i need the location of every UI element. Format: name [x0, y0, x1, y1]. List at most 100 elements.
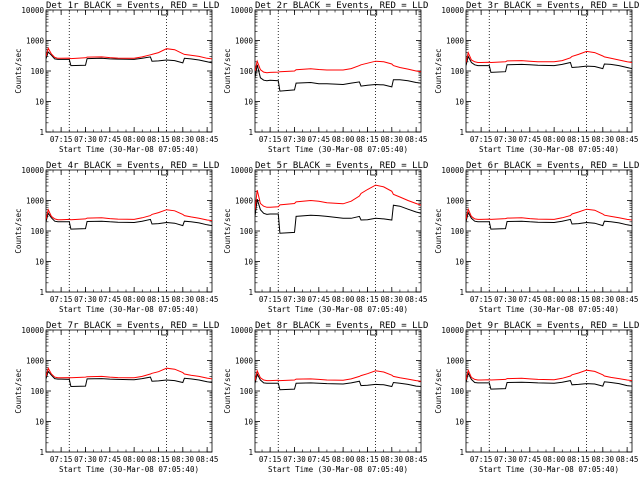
- y-tick-label: 1: [459, 448, 464, 457]
- y-tick-label: 1: [248, 128, 253, 137]
- top-marker-box: [161, 169, 169, 176]
- x-tick-label: 08:15: [567, 295, 590, 304]
- x-tick-label: 07:45: [519, 295, 542, 304]
- x-tick-label: 08:45: [196, 135, 219, 144]
- x-axis-label: Start Time (30-Mar-08 07:05:40): [268, 145, 408, 154]
- x-tick-label: 07:15: [50, 135, 73, 144]
- y-tick-label: 1000: [235, 357, 254, 366]
- x-tick-label: 07:15: [259, 295, 282, 304]
- x-tick-label: 08:00: [123, 455, 146, 464]
- event-rate-line: [466, 54, 632, 73]
- y-tick-label: 10: [35, 98, 45, 107]
- y-tick-label: 1: [248, 448, 253, 457]
- y-tick-label: 1000: [446, 357, 465, 366]
- x-axis-label: Start Time (30-Mar-08 07:05:40): [59, 145, 199, 154]
- x-tick-label: 08:45: [405, 135, 428, 144]
- y-axis-label: Counts/sec: [223, 48, 232, 93]
- x-tick-label: 08:15: [147, 295, 170, 304]
- panel-title: Det 8r BLACK = Events, RED = LLD: [255, 321, 428, 331]
- y-tick-label: 1000: [26, 357, 45, 366]
- panel-9: Det 9r BLACK = Events, RED = LLD 1 10 100 10…: [434, 321, 639, 474]
- y-tick-label: 10: [455, 258, 465, 267]
- y-tick-label: 1000: [26, 197, 45, 206]
- panel-title: Det 6r BLACK = Events, RED = LLD: [466, 161, 639, 171]
- y-tick-label: 100: [239, 67, 253, 76]
- y-tick-label: 10000: [441, 166, 464, 175]
- x-tick-label: 08:00: [332, 295, 355, 304]
- event-rate-line: [466, 211, 632, 230]
- lld-rate-line: [46, 46, 212, 60]
- y-tick-label: 100: [30, 387, 44, 396]
- x-tick-label: 08:45: [405, 295, 428, 304]
- x-axis-label: Start Time (30-Mar-08 07:05:40): [268, 305, 408, 314]
- event-rate-line: [46, 51, 212, 67]
- x-tick-label: 08:30: [592, 295, 615, 304]
- x-tick-label: 07:45: [99, 455, 122, 464]
- lld-rate-line: [466, 50, 632, 64]
- x-tick-label: 08:15: [356, 135, 379, 144]
- x-tick-label: 07:45: [519, 135, 542, 144]
- x-tick-label: 08:15: [147, 455, 170, 464]
- y-axis-label: Counts/sec: [434, 208, 443, 253]
- event-rate-line: [255, 64, 421, 92]
- x-tick-label: 07:45: [99, 295, 122, 304]
- y-tick-label: 1: [459, 128, 464, 137]
- x-tick-label: 07:45: [308, 295, 331, 304]
- lld-rate-line: [255, 184, 421, 210]
- x-axis-label: Start Time (30-Mar-08 07:05:40): [479, 145, 619, 154]
- y-tick-label: 100: [30, 227, 44, 236]
- x-tick-label: 07:45: [519, 455, 542, 464]
- panel-title: Det 9r BLACK = Events, RED = LLD: [466, 321, 639, 331]
- y-tick-label: 10000: [21, 166, 44, 175]
- x-tick-label: 07:15: [50, 295, 73, 304]
- panel-3: Det 3r BLACK = Events, RED = LLD 1 10 100 10…: [434, 1, 639, 154]
- panel-7: Det 7r BLACK = Events, RED = LLD 1 10 100 10…: [14, 321, 219, 474]
- y-axis-label: Counts/sec: [14, 368, 23, 413]
- x-tick-label: 07:15: [470, 135, 493, 144]
- y-axis-label: Counts/sec: [223, 368, 232, 413]
- y-tick-label: 10000: [230, 166, 253, 175]
- plot-frame: [45, 169, 213, 293]
- event-rate-line: [255, 199, 421, 234]
- x-tick-label: 08:15: [356, 295, 379, 304]
- event-rate-line: [466, 371, 632, 390]
- y-tick-label: 1000: [26, 37, 45, 46]
- x-tick-label: 07:30: [74, 295, 97, 304]
- x-tick-label: 08:15: [356, 455, 379, 464]
- lld-rate-line: [466, 207, 632, 221]
- x-tick-label: 08:30: [592, 135, 615, 144]
- y-tick-label: 10000: [230, 326, 253, 335]
- y-tick-label: 10000: [441, 6, 464, 15]
- x-tick-label: 08:00: [123, 135, 146, 144]
- y-tick-label: 100: [450, 387, 464, 396]
- panel-title: Det 7r BLACK = Events, RED = LLD: [46, 321, 219, 331]
- x-tick-label: 07:45: [308, 455, 331, 464]
- x-tick-label: 07:15: [470, 295, 493, 304]
- y-axis-label: Counts/sec: [223, 208, 232, 253]
- y-tick-label: 10: [455, 98, 465, 107]
- top-marker-box: [161, 329, 169, 336]
- x-axis-label: Start Time (30-Mar-08 07:05:40): [479, 305, 619, 314]
- y-tick-label: 1: [459, 288, 464, 297]
- top-marker-box: [370, 169, 378, 176]
- x-tick-label: 07:45: [99, 135, 122, 144]
- x-tick-label: 08:45: [616, 295, 639, 304]
- x-tick-label: 07:30: [283, 295, 306, 304]
- x-tick-label: 07:30: [283, 455, 306, 464]
- top-marker-box: [161, 9, 169, 16]
- y-tick-label: 10: [244, 98, 254, 107]
- x-tick-label: 07:45: [308, 135, 331, 144]
- top-marker-box: [581, 9, 589, 16]
- y-tick-label: 100: [450, 227, 464, 236]
- top-marker-box: [370, 9, 378, 16]
- y-tick-label: 10: [244, 418, 254, 427]
- x-tick-label: 07:30: [74, 455, 97, 464]
- y-tick-label: 10: [35, 258, 45, 267]
- x-tick-label: 07:15: [259, 455, 282, 464]
- x-tick-label: 07:30: [494, 455, 517, 464]
- plot-frame: [45, 9, 213, 133]
- y-tick-label: 1000: [446, 37, 465, 46]
- y-tick-label: 10000: [21, 326, 44, 335]
- x-tick-label: 08:30: [172, 455, 195, 464]
